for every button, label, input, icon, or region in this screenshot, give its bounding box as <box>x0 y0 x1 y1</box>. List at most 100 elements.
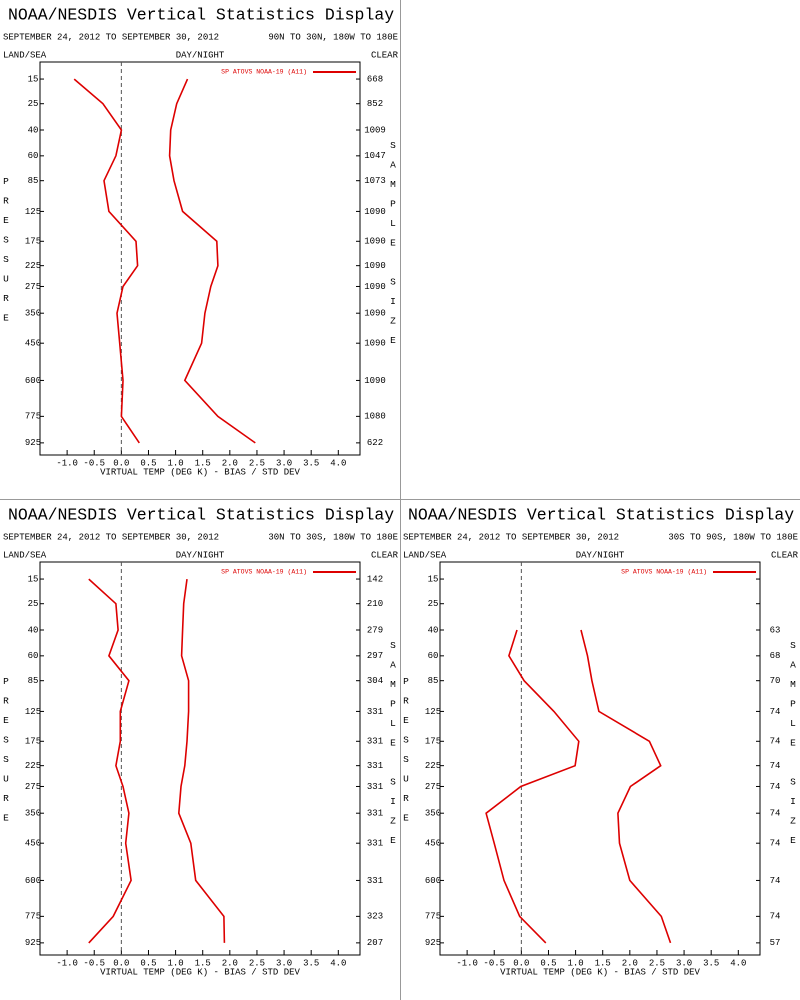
land-sea: LAND/SEA <box>403 550 447 560</box>
y-tick-label: 25 <box>28 99 39 109</box>
bias-line <box>73 78 140 444</box>
sample-size: 63 <box>770 625 781 635</box>
y-tick-label: 775 <box>25 412 41 422</box>
sample-size: 331 <box>367 809 383 819</box>
day-night: DAY/NIGHT <box>176 50 225 60</box>
land-sea: LAND/SEA <box>3 550 47 560</box>
sample-size: 1090 <box>364 376 386 386</box>
x-tick-label: 2.5 <box>649 958 665 968</box>
y2-axis-label: SAMPLE SIZE <box>387 640 398 855</box>
x-tick-label: 3.0 <box>676 958 692 968</box>
x-tick-label: 0.5 <box>140 458 156 468</box>
sample-size: 74 <box>770 839 781 849</box>
y-tick-label: 40 <box>28 125 39 135</box>
x-tick-label: 3.0 <box>276 958 292 968</box>
y-tick-label: 450 <box>425 839 441 849</box>
y-tick-label: 350 <box>25 809 41 819</box>
sample-size: 323 <box>367 912 383 922</box>
x-tick-label: 0.0 <box>113 958 129 968</box>
x-tick-label: 0.0 <box>113 458 129 468</box>
sample-size: 74 <box>770 809 781 819</box>
sample-size: 1090 <box>364 261 386 271</box>
day-night: DAY/NIGHT <box>176 550 225 560</box>
sample-size: 210 <box>367 599 383 609</box>
land-sea: LAND/SEA <box>3 50 47 60</box>
x-tick-label: -0.5 <box>483 958 505 968</box>
x-tick-label: -0.5 <box>83 958 105 968</box>
sample-size: 74 <box>770 761 781 771</box>
y-tick-label: 175 <box>25 737 41 747</box>
y-tick-label: 925 <box>425 938 441 948</box>
y2-axis-label: SAMPLE SIZE <box>387 140 398 355</box>
sample-size: 297 <box>367 651 383 661</box>
x-tick-label: 1.0 <box>167 958 183 968</box>
y-tick-label: 225 <box>425 761 441 771</box>
chart-panel: NOAA/NESDIS Vertical Statistics Display S… <box>0 505 398 977</box>
x-tick-label: 2.5 <box>249 958 265 968</box>
std-dev-line <box>177 578 226 943</box>
sample-size: 331 <box>367 782 383 792</box>
sample-size: 1090 <box>364 207 386 217</box>
y-tick-label: 925 <box>25 438 41 448</box>
chart-title: NOAA/NESDIS Vertical Statistics Display <box>8 505 394 524</box>
y-tick-label: 40 <box>428 625 439 635</box>
y-tick-label: 275 <box>25 282 41 292</box>
legend-label: SP ATOVS NOAA-19 (A11) <box>221 569 307 576</box>
x-tick-label: 3.0 <box>276 458 292 468</box>
chart-title: NOAA/NESDIS Vertical Statistics Display <box>408 505 794 524</box>
bias-line <box>485 629 580 944</box>
sample-size: 1090 <box>364 237 386 247</box>
sample-size: 142 <box>367 574 383 584</box>
sample-size: 68 <box>770 651 781 661</box>
y-tick-label: 450 <box>25 339 41 349</box>
y-tick-label: 275 <box>25 782 41 792</box>
sample-size: 1090 <box>364 339 386 349</box>
sample-size: 74 <box>770 912 781 922</box>
y-axis-label: PRESSURE <box>0 676 11 832</box>
y-tick-label: 225 <box>25 761 41 771</box>
y-tick-label: 225 <box>25 261 41 271</box>
clear: CLEAR <box>371 50 399 60</box>
y-tick-label: 600 <box>425 876 441 886</box>
y-tick-label: 25 <box>428 599 439 609</box>
x-axis-label: VIRTUAL TEMP (DEG K) - BIAS / STD DEV <box>500 967 700 977</box>
chart-title: NOAA/NESDIS Vertical Statistics Display <box>8 5 394 24</box>
y-tick-label: 125 <box>425 707 441 717</box>
x-tick-label: 0.5 <box>140 958 156 968</box>
y-tick-label: 775 <box>25 912 41 922</box>
y-tick-label: 15 <box>428 574 439 584</box>
legend-label: SP ATOVS NOAA-19 (A11) <box>621 569 707 576</box>
y-tick-label: 125 <box>25 207 41 217</box>
date-range: SEPTEMBER 24, 2012 TO SEPTEMBER 30, 2012 <box>3 32 219 42</box>
y-tick-label: 350 <box>25 309 41 319</box>
y-tick-label: 175 <box>25 237 41 247</box>
y-tick-label: 40 <box>28 625 39 635</box>
y-tick-label: 60 <box>428 651 439 661</box>
x-tick-label: 1.5 <box>195 958 211 968</box>
y-tick-label: 85 <box>28 676 39 686</box>
std-dev-line <box>580 629 672 944</box>
x-axis-label: VIRTUAL TEMP (DEG K) - BIAS / STD DEV <box>100 467 300 477</box>
y-tick-label: 600 <box>25 376 41 386</box>
x-tick-label: 4.0 <box>330 458 346 468</box>
y-tick-label: 350 <box>425 809 441 819</box>
region: 30S TO 90S, 180W TO 180E <box>668 532 798 542</box>
sample-size: 668 <box>367 74 383 84</box>
x-axis-label: VIRTUAL TEMP (DEG K) - BIAS / STD DEV <box>100 967 300 977</box>
clear: CLEAR <box>771 550 799 560</box>
sample-size: 70 <box>770 676 781 686</box>
sample-size: 1073 <box>364 176 386 186</box>
date-range: SEPTEMBER 24, 2012 TO SEPTEMBER 30, 2012 <box>403 532 619 542</box>
y-tick-label: 175 <box>425 737 441 747</box>
x-tick-label: 3.5 <box>303 958 319 968</box>
x-tick-label: 2.0 <box>222 458 238 468</box>
y-tick-label: 85 <box>428 676 439 686</box>
x-tick-label: 4.0 <box>330 958 346 968</box>
x-tick-label: 2.5 <box>249 458 265 468</box>
y-tick-label: 25 <box>28 599 39 609</box>
x-tick-label: -1.0 <box>56 958 78 968</box>
x-tick-label: 4.0 <box>730 958 746 968</box>
x-tick-label: 0.5 <box>540 958 556 968</box>
